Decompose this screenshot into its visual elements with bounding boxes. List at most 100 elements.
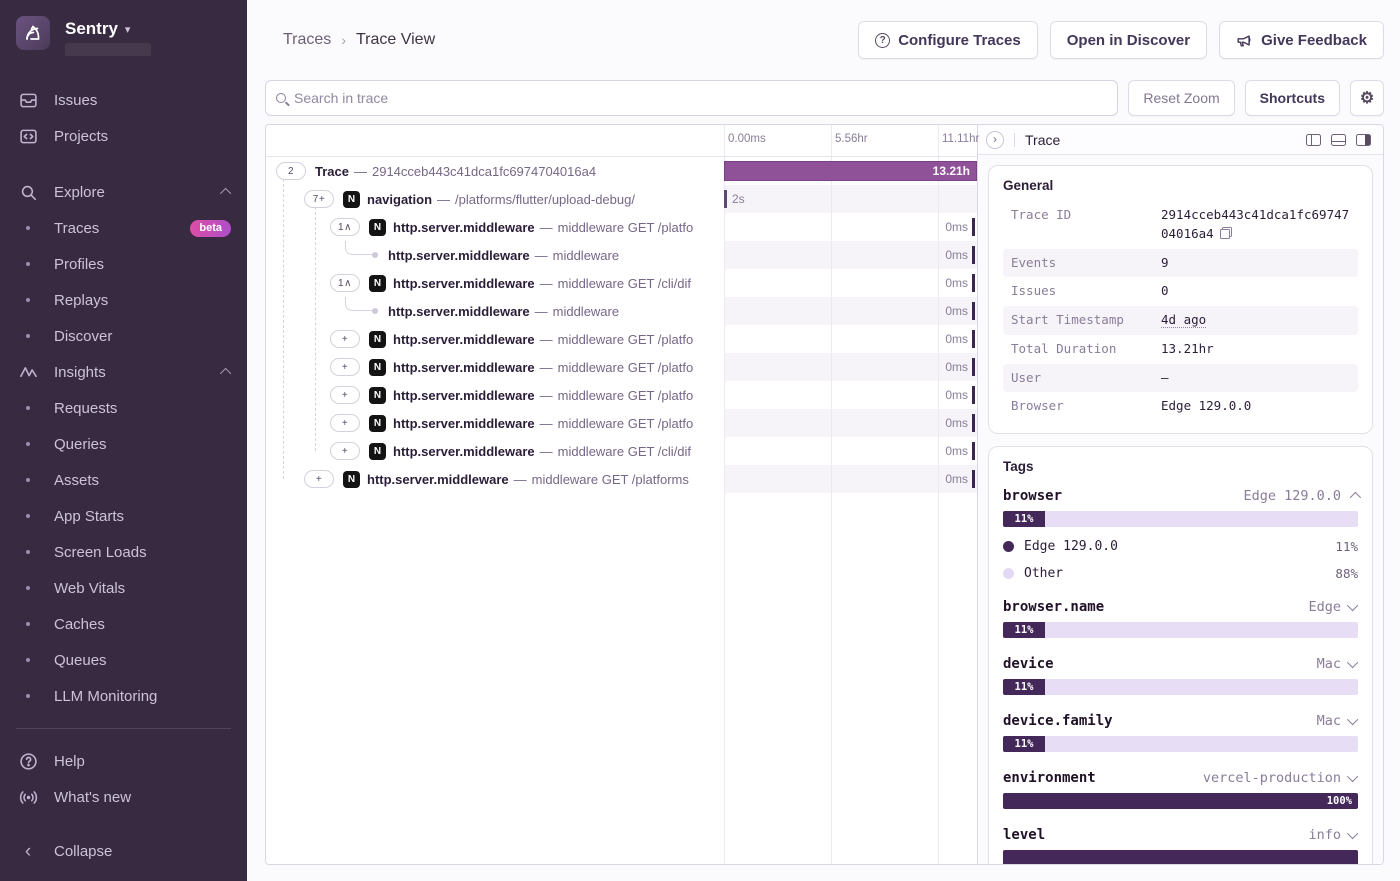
span-children-toggle[interactable]: 1∧ [330, 274, 360, 292]
span-description: middleware GET /platfo [557, 359, 694, 375]
nextjs-icon: N [369, 386, 386, 404]
tag-header[interactable]: environment vercel-production [1003, 770, 1359, 786]
tag-distribution-bar[interactable]: 11% [1003, 679, 1358, 695]
sidebar-item-projects[interactable]: Projects [0, 118, 247, 154]
span-bar[interactable] [972, 386, 975, 404]
tag-header[interactable]: browser.name Edge [1003, 599, 1359, 615]
span-bar[interactable] [972, 414, 975, 432]
tree-connector [336, 297, 388, 325]
sidebar-item-replays[interactable]: Replays [0, 282, 247, 318]
sidebar-item-issues[interactable]: Issues [0, 82, 247, 118]
span-children-toggle[interactable]: + [330, 330, 360, 348]
tag-bar-fill: 100% [1003, 793, 1358, 809]
button-label: Open in Discover [1066, 31, 1191, 49]
sidebar-item-llm-monitoring[interactable]: LLM Monitoring [0, 678, 247, 714]
layout-right-icon[interactable] [1356, 133, 1371, 146]
span-bar[interactable] [972, 302, 975, 320]
sidebar-item-traces[interactable]: Traces beta [0, 210, 247, 246]
tags-title: Tags [1003, 459, 1034, 474]
span-bar[interactable] [972, 330, 975, 348]
sidebar-item-caches[interactable]: Caches [0, 606, 247, 642]
span-timeline-cell: 0ms [724, 465, 977, 493]
sidebar-collapse-button[interactable]: ‹ Collapse [0, 833, 247, 869]
sidebar-item-web-vitals[interactable]: Web Vitals [0, 570, 247, 606]
span-bar[interactable] [972, 274, 975, 292]
sidebar-item-app-starts[interactable]: App Starts [0, 498, 247, 534]
sidebar-item-queues[interactable]: Queues [0, 642, 247, 678]
collapse-panel-button[interactable]: › [986, 130, 1004, 149]
span-bar[interactable] [972, 358, 975, 376]
span-children-toggle[interactable]: + [304, 470, 334, 488]
tag-distribution-bar[interactable]: 100% [1003, 793, 1358, 809]
org-switcher[interactable]: Sentry ▾ [16, 16, 231, 56]
layout-bottom-icon[interactable] [1331, 133, 1346, 146]
tag-legend-row[interactable]: Edge 129.0.0 11% [1003, 539, 1358, 554]
tag-block-browser-name: browser.name Edge 11% [1003, 599, 1359, 638]
trace-root-row[interactable]: 2 Trace — 2914cceb443c41dca1fc6974704016a… [266, 157, 977, 185]
tag-legend-row[interactable]: Other 88% [1003, 566, 1358, 581]
settings-button[interactable]: ⚙ [1350, 80, 1384, 116]
sidebar-item-help[interactable]: Help [0, 743, 247, 779]
timeline-axis: 0.00ms 5.56hr 11.11hr [266, 125, 979, 157]
give-feedback-button[interactable]: Give Feedback [1219, 21, 1384, 59]
sidebar-item-assets[interactable]: Assets [0, 462, 247, 498]
span-bar[interactable] [972, 470, 975, 488]
sidebar-item-discover[interactable]: Discover [0, 318, 247, 354]
tag-distribution-bar[interactable]: 11% [1003, 736, 1358, 752]
sidebar-item-insights[interactable]: Insights [0, 354, 247, 390]
span-children-toggle[interactable]: + [330, 442, 360, 460]
tag-header[interactable]: browser Edge 129.0.0 [1003, 488, 1362, 504]
sidebar-item-screen-loads[interactable]: Screen Loads [0, 534, 247, 570]
copy-icon[interactable] [1219, 226, 1232, 239]
tag-header[interactable]: level info [1003, 827, 1359, 843]
general-row-user: User — [1003, 363, 1358, 393]
configure-traces-button[interactable]: ? Configure Traces [858, 21, 1038, 59]
span-bar[interactable] [972, 218, 975, 236]
search-box[interactable] [265, 80, 1119, 116]
layout-left-icon[interactable] [1306, 133, 1321, 146]
sidebar-item-queries[interactable]: Queries [0, 426, 247, 462]
span-separator: — [539, 275, 553, 291]
tag-header[interactable]: device.family Mac [1003, 713, 1359, 729]
span-row[interactable]: http.server.middleware — middleware 0ms [266, 297, 977, 325]
open-in-discover-button[interactable]: Open in Discover [1049, 21, 1208, 59]
span-children-toggle[interactable]: + [330, 414, 360, 432]
tag-header[interactable]: device Mac [1003, 656, 1359, 672]
sidebar-item-whats-new[interactable]: What's new [0, 779, 247, 815]
sidebar-item-explore[interactable]: Explore [0, 174, 247, 210]
span-row[interactable]: http.server.middleware — middleware 0ms [266, 241, 977, 269]
tag-value: vercel-production [1202, 770, 1341, 786]
sidebar-item-requests[interactable]: Requests [0, 390, 247, 426]
trace-duration-bar[interactable]: 13.21h [724, 161, 977, 181]
shortcuts-button[interactable]: Shortcuts [1244, 80, 1340, 116]
span-bar[interactable] [972, 246, 975, 264]
span-children-toggle[interactable]: + [330, 358, 360, 376]
tag-distribution-bar[interactable] [1003, 850, 1358, 864]
sidebar-item-label: Help [54, 752, 85, 770]
bullet-icon [26, 442, 30, 446]
span-bar[interactable] [724, 190, 727, 208]
span-children-toggle[interactable]: + [330, 386, 360, 404]
tag-distribution-bar[interactable]: 11% [1003, 511, 1358, 527]
sidebar-item-profiles[interactable]: Profiles [0, 246, 247, 282]
span-bar[interactable] [972, 442, 975, 460]
question-circle-icon: ? [875, 32, 891, 48]
span-description: middleware GET /platfo [557, 387, 694, 403]
span-children-toggle[interactable]: 2 [276, 162, 306, 180]
search-input[interactable] [294, 90, 1108, 106]
tag-distribution-bar[interactable]: 11% [1003, 622, 1358, 638]
span-children-toggle[interactable]: 7+ [304, 190, 334, 208]
breadcrumb-traces[interactable]: Traces [283, 31, 332, 48]
reset-zoom-button[interactable]: Reset Zoom [1128, 80, 1235, 116]
tag-bar-fill [1003, 850, 1358, 864]
span-children-toggle[interactable]: 1∧ [330, 218, 360, 236]
